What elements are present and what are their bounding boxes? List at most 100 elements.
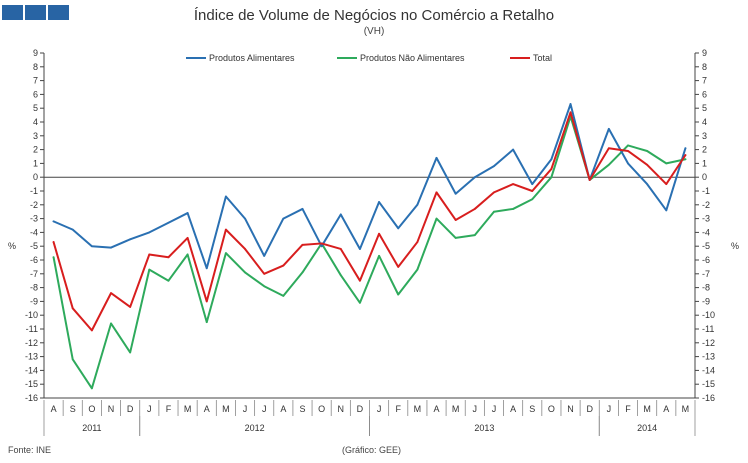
series-line <box>52 115 687 390</box>
x-tick-label: F <box>625 404 631 414</box>
y-tick-label-right: -15 <box>702 379 715 389</box>
data-point <box>148 253 151 256</box>
chart-subtitle: (VH) <box>363 26 385 37</box>
data-point <box>129 351 132 354</box>
data-point <box>205 321 208 323</box>
data-point <box>110 322 112 325</box>
brand-block <box>48 5 69 20</box>
x-tick-label: A <box>434 404 440 414</box>
data-point <box>684 154 687 157</box>
y-tick-label-right: 6 <box>702 89 707 99</box>
data-point <box>263 254 266 257</box>
y-tick-label-right: -1 <box>702 186 710 196</box>
x-tick-label: J <box>492 404 497 414</box>
data-point <box>167 256 170 259</box>
data-point <box>473 176 476 179</box>
y-tick-label-right: 4 <box>702 117 707 127</box>
data-point <box>205 300 208 303</box>
data-point <box>167 279 170 282</box>
data-point <box>244 217 246 220</box>
data-point <box>339 248 342 250</box>
x-tick-label: A <box>204 404 210 414</box>
data-point <box>397 227 400 230</box>
y-tick-label-left: -15 <box>25 379 38 389</box>
data-point <box>301 243 304 246</box>
chart-title: Índice de Volume de Negócios no Comércio… <box>193 7 555 24</box>
data-point <box>512 183 515 186</box>
data-point <box>512 208 515 210</box>
data-point <box>359 248 361 250</box>
data-point <box>52 256 55 259</box>
data-point <box>607 163 610 166</box>
data-point <box>646 163 649 166</box>
data-point <box>339 213 342 216</box>
y-tick-label-left: -7 <box>30 269 38 279</box>
y-tick-label-left: -1 <box>30 186 38 196</box>
x-tick-label: O <box>88 404 95 414</box>
y-tick-label-left: -11 <box>26 324 38 334</box>
x-tick-label: J <box>377 404 382 414</box>
data-point <box>378 232 380 235</box>
data-point <box>646 150 649 152</box>
data-point <box>110 246 112 249</box>
x-tick-label: M <box>184 404 192 414</box>
data-point <box>416 268 419 271</box>
x-tick-label: N <box>338 404 345 414</box>
y-tick-label-right: -5 <box>702 241 710 251</box>
data-point <box>627 162 629 165</box>
y-tick-label-left: -13 <box>25 352 38 362</box>
legend-label: Produtos Não Alimentares <box>360 53 465 63</box>
y-tick-label-left: 6 <box>33 89 38 99</box>
data-point <box>569 103 572 105</box>
y-tick-label-right: 9 <box>702 48 707 58</box>
data-point <box>129 238 132 241</box>
x-tick-label: F <box>395 404 401 414</box>
data-point <box>378 254 380 257</box>
y-tick-label-right: -12 <box>702 338 715 348</box>
data-point <box>244 248 246 250</box>
data-point <box>167 221 170 224</box>
data-point <box>186 253 189 256</box>
data-point <box>282 294 285 297</box>
series-line <box>52 111 687 332</box>
x-tick-label: D <box>586 404 593 414</box>
y-tick-label-right: 0 <box>702 172 707 182</box>
x-tick-label: A <box>280 404 286 414</box>
y-tick-label-right: -13 <box>702 352 715 362</box>
y-tick-label-right: 2 <box>702 145 707 155</box>
y-tick-label-left: -10 <box>25 310 38 320</box>
data-point <box>550 168 553 170</box>
y-tick-label-right: -2 <box>702 200 710 210</box>
data-point <box>665 162 668 165</box>
y-tick-label-left: -8 <box>30 283 38 293</box>
data-point <box>397 293 400 296</box>
x-tick-label: O <box>318 404 325 414</box>
y-tick-label-left: -16 <box>25 393 38 403</box>
y-tick-label-right: -9 <box>702 296 710 306</box>
data-point <box>205 267 208 270</box>
legend-label: Total <box>533 53 552 63</box>
y-tick-label-right: -3 <box>702 214 710 224</box>
x-tick-label: D <box>127 404 134 414</box>
data-point <box>588 179 591 181</box>
y-tick-label-left: 9 <box>33 48 38 58</box>
y-tick-label-left: -2 <box>30 200 38 210</box>
data-point <box>148 231 151 234</box>
x-tick-label: A <box>510 404 516 414</box>
y-tick-label-left: 2 <box>33 145 38 155</box>
x-tick-label: D <box>357 404 364 414</box>
data-point <box>301 208 304 210</box>
y-tick-label-right: 5 <box>702 103 707 113</box>
x-tick-label: S <box>529 404 535 414</box>
source-note: Fonte: INE <box>8 445 52 455</box>
y-tick-label-left: 5 <box>33 103 38 113</box>
year-label: 2012 <box>245 423 265 433</box>
data-point <box>454 219 457 221</box>
x-tick-label: M <box>682 404 690 414</box>
data-point <box>684 158 687 161</box>
x-tick-label: S <box>299 404 305 414</box>
data-point <box>71 358 74 361</box>
y-tick-label-left: -14 <box>25 365 38 375</box>
data-point <box>684 147 687 150</box>
data-point <box>473 234 476 237</box>
